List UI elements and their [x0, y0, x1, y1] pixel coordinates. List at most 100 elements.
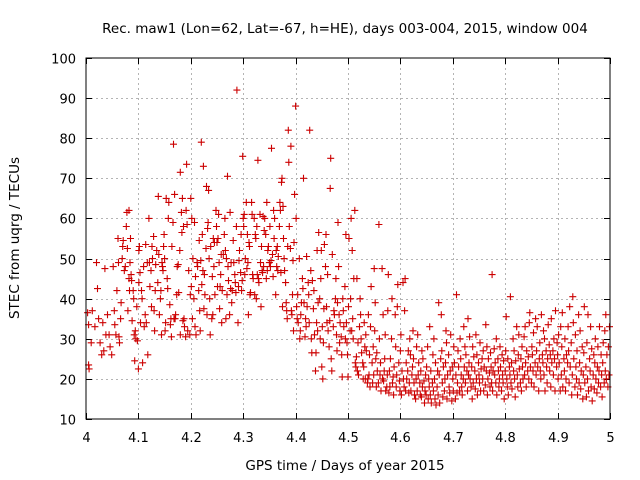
data-point [152, 261, 160, 269]
data-point [211, 291, 219, 299]
data-point [270, 235, 278, 242]
x-axis-label: GPS time / Days of year 2015 [245, 458, 444, 474]
data-point [442, 359, 449, 367]
data-point [196, 327, 204, 335]
data-point [146, 283, 154, 291]
data-point [155, 251, 163, 258]
data-point [396, 347, 404, 355]
data-point [239, 214, 247, 222]
data-point [457, 355, 465, 363]
data-point [257, 303, 265, 311]
data-point [582, 393, 590, 401]
x-tick-label: 4.2 [181, 431, 202, 446]
data-point [106, 343, 114, 351]
data-point [459, 375, 467, 383]
data-point [221, 247, 229, 254]
data-point [119, 243, 127, 250]
data-point [586, 367, 594, 375]
data-point [262, 231, 270, 238]
y-tick-label: 40 [59, 294, 76, 309]
data-point [596, 323, 603, 331]
data-point [358, 349, 366, 357]
data-point [389, 373, 397, 381]
data-point [322, 263, 329, 271]
x-tick-label: 4.4 [286, 431, 307, 446]
data-point [603, 351, 611, 359]
data-point [138, 295, 146, 303]
data-point [582, 363, 590, 371]
data-point [163, 275, 171, 283]
data-point [154, 279, 162, 287]
data-point [166, 321, 174, 329]
data-point [420, 377, 428, 385]
data-point [557, 371, 565, 379]
data-point [263, 198, 271, 206]
data-point [476, 339, 484, 347]
data-point [127, 271, 135, 279]
data-point [268, 144, 275, 152]
data-point [444, 371, 452, 379]
data-point [570, 355, 578, 363]
data-point [287, 142, 295, 150]
data-point [215, 259, 223, 267]
data-point [254, 156, 262, 164]
data-point [432, 359, 439, 367]
data-point [375, 335, 383, 343]
data-point [438, 379, 446, 387]
data-point [453, 291, 460, 299]
data-point [160, 231, 168, 238]
data-point [168, 243, 176, 250]
data-point [148, 243, 156, 250]
data-point [305, 319, 313, 327]
data-point [277, 269, 285, 277]
data-point [415, 359, 423, 367]
data-point [275, 223, 283, 230]
data-point [208, 315, 216, 323]
data-point [567, 339, 575, 347]
data-point [535, 355, 543, 363]
data-point [571, 383, 579, 391]
data-point [189, 255, 197, 263]
data-point [109, 263, 117, 271]
data-point [498, 351, 506, 359]
data-point [314, 327, 322, 335]
data-point [504, 355, 512, 363]
data-point [494, 355, 502, 363]
data-point [521, 371, 529, 379]
data-point [332, 275, 340, 283]
data-point [409, 327, 417, 335]
data-point [501, 367, 509, 375]
data-point [371, 299, 379, 307]
data-point [492, 379, 500, 387]
data-point [543, 363, 551, 371]
data-point [370, 265, 378, 273]
data-point [412, 395, 420, 403]
data-point [475, 371, 483, 379]
y-tick-label: 70 [59, 173, 76, 188]
data-point [555, 359, 563, 367]
data-point [194, 263, 202, 271]
data-point [183, 221, 191, 228]
data-point [513, 371, 521, 379]
data-point [393, 371, 401, 379]
data-point [192, 273, 199, 281]
x-tick-label: 4.5 [338, 431, 359, 446]
data-point [276, 206, 284, 214]
data-point [148, 303, 155, 311]
y-tick-label: 80 [59, 133, 76, 148]
data-point [366, 351, 373, 359]
data-point [497, 363, 504, 371]
data-point [243, 265, 251, 273]
data-point [576, 359, 584, 367]
plot-frame [85, 57, 611, 420]
data-point [122, 223, 130, 230]
data-point [158, 331, 165, 339]
data-point [186, 331, 194, 339]
data-point [153, 247, 161, 254]
data-point [413, 387, 421, 395]
data-point [540, 371, 548, 379]
data-point [303, 303, 311, 311]
data-point [337, 333, 345, 341]
data-point [532, 315, 540, 323]
data-point [406, 335, 414, 343]
